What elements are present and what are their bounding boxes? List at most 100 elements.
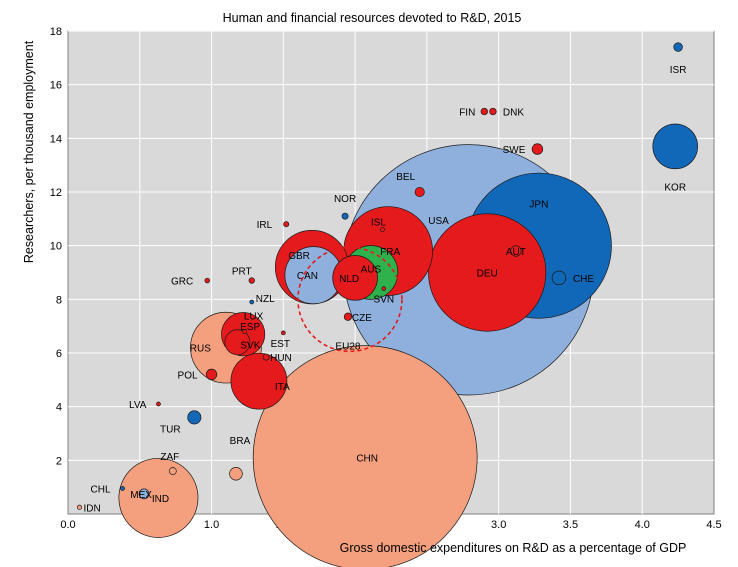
bubble-label-cze: CZE: [352, 313, 372, 324]
bubble-label-rus: RUS: [190, 344, 211, 355]
bubble-label-mex: MEX: [130, 490, 152, 501]
x-tick-label: 3.0: [491, 519, 506, 531]
bubble-label-ind: IND: [152, 494, 169, 505]
bubble-labels: ISR KOR FIN DNK SWE BEL NOR IRL ISL USA JPN FRA AUT D…: [83, 65, 686, 514]
y-tick-label: 8: [56, 294, 62, 306]
bubble-label-tur: TUR: [160, 424, 181, 435]
bubble-label-idn: IDN: [83, 503, 100, 514]
bubble-svk: [224, 329, 251, 356]
y-tick-label: 10: [50, 241, 62, 253]
y-axis-title: Researchers, per thousand employment: [22, 40, 36, 263]
bubble-mex: [138, 488, 150, 500]
bubble-dnk: [489, 107, 497, 116]
x-axis-title: Gross domestic expenditures on R&D as a …: [340, 541, 687, 555]
bubble-ita: [230, 352, 288, 410]
bubble-label-fra: FRA: [380, 247, 400, 258]
bubble-label-gbr: GBR: [288, 251, 310, 262]
bubble-label-prt: PRT: [232, 267, 252, 278]
bubble-label-est: EST: [271, 339, 290, 350]
bubble-lva: [156, 401, 161, 407]
bubble-label-deu: DEU: [477, 269, 498, 280]
bubbles: [76, 42, 698, 567]
bubble-label-esp: ESP: [240, 322, 260, 333]
bubble-label-aut: AUT: [506, 247, 526, 258]
y-tick-label: 12: [50, 187, 62, 199]
y-tick-label: 2: [56, 455, 62, 467]
bubble-irl: [283, 221, 290, 228]
bubble-label-grc: GRC: [171, 277, 193, 288]
x-tick-label: 1.0: [204, 519, 219, 531]
bubble-label-fin: FIN: [459, 108, 475, 119]
y-tick-label: 18: [50, 26, 62, 38]
bubble-svn: [381, 286, 387, 291]
bubble-label-isl: ISL: [371, 218, 386, 229]
bubble-label-svn: SVN: [374, 295, 395, 306]
y-tick-label: 14: [50, 133, 62, 145]
bubble-label-swe: SWE: [503, 145, 526, 156]
bubble-label-nzl: NZL: [256, 294, 275, 305]
x-tick-label: 3.5: [563, 519, 578, 531]
bubble-bra: [229, 467, 243, 481]
y-tick-label: 6: [56, 348, 62, 360]
bubble-label-che: CHE: [573, 274, 594, 285]
bubble-lux: [242, 329, 247, 334]
bubble-label-chn: CHN: [356, 454, 378, 465]
bubble-swe: [531, 143, 544, 155]
bubble-bel: [414, 186, 425, 198]
bubble-label-usa: USA: [428, 216, 449, 227]
bubble-label-jpn: JPN: [529, 200, 548, 211]
bubble-hun: [262, 353, 270, 361]
bubble-ind: [118, 457, 199, 538]
bubble-label-ita: ITA: [275, 382, 290, 393]
bubble-isr: [673, 42, 683, 52]
x-tick-label: 4.0: [635, 519, 650, 531]
bubble-label-chl: CHL: [91, 485, 111, 496]
x-tick-label: 4.5: [706, 519, 721, 531]
chart-title: Human and financial resources devoted to…: [223, 11, 522, 25]
bubble-che: [551, 270, 567, 286]
bubble-zaf: [168, 467, 177, 475]
bubble-cze: [343, 312, 353, 321]
bubble-grc: [204, 277, 210, 284]
gridlines: [68, 30, 714, 514]
bubble-chn: [252, 345, 478, 567]
bubble-label-zaf: ZAF: [160, 452, 179, 463]
bubble-fin: [480, 107, 488, 116]
annotations: EU28: [297, 246, 403, 353]
bubble-label-aus: AUS: [361, 265, 382, 276]
bubble-label-nld: NLD: [339, 274, 359, 285]
bubble-label-pol: POL: [178, 370, 198, 381]
y-tick-label: 4: [56, 402, 62, 414]
bubble-label-nor: NOR: [334, 194, 356, 205]
bubble-label-isr: ISR: [670, 65, 687, 76]
y-axis-ticks: 2 4 6 8 10 12 14 16 18: [50, 26, 62, 467]
eu28-label: EU28: [335, 341, 360, 352]
bubble-idn: [76, 504, 83, 510]
y-tick-label: 16: [50, 80, 62, 92]
bubble-label-dnk: DNK: [503, 108, 524, 119]
bubble-label-lva: LVA: [129, 400, 147, 411]
bubble-nor: [341, 212, 349, 220]
bubble-label-bra: BRA: [230, 436, 251, 447]
bubble-nzl: [249, 299, 255, 305]
bubble-kor: [652, 123, 698, 170]
bubble-est: [280, 330, 286, 336]
bubble-deu: [428, 213, 547, 332]
bubble-tur: [187, 410, 202, 425]
eu28-circle: [297, 246, 403, 353]
bubble-label-svk: SVK: [240, 340, 260, 351]
bubble-label-can: CAN: [297, 271, 318, 282]
bubble-pol: [205, 368, 218, 381]
bubble-label-hun: HUN: [270, 353, 292, 364]
bubble-label-kor: KOR: [664, 182, 686, 193]
bubble-label-bel: BEL: [396, 172, 415, 183]
bubble-label-irl: IRL: [257, 220, 273, 231]
bubble-chl: [120, 486, 125, 491]
x-tick-label: 0.0: [60, 519, 75, 531]
bubble-prt: [248, 277, 255, 284]
bubble-nld: [332, 255, 378, 301]
bubble-aut: [510, 245, 522, 257]
bubble-isl: [380, 227, 385, 232]
